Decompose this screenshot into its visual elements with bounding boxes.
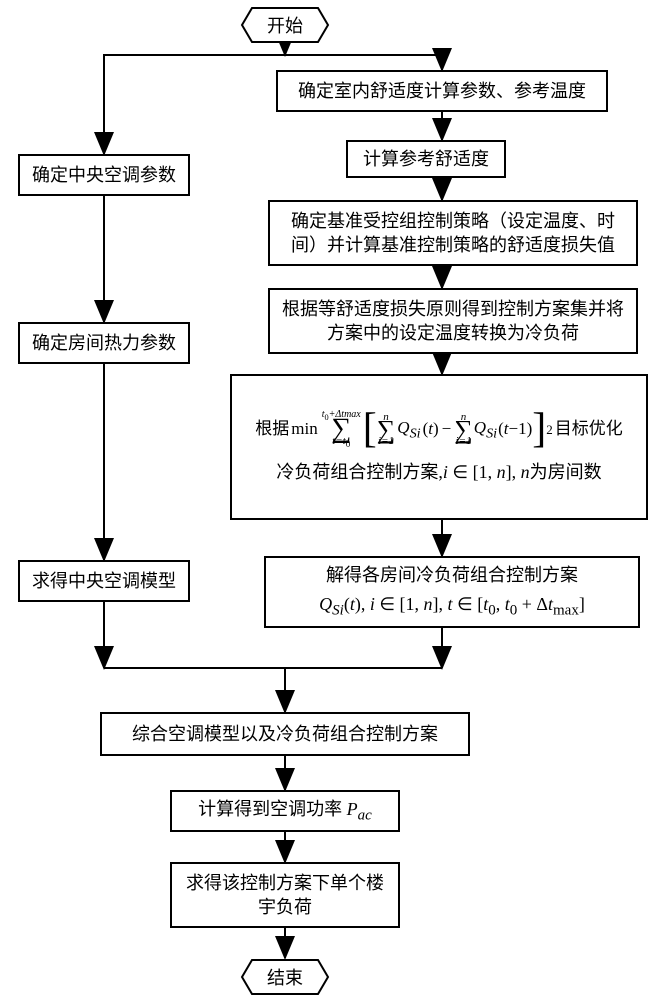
r5-prefix: 根据	[255, 418, 289, 441]
label: 根据等舒适度损失原则得到控制方案集并将方案中的设定温度转换为冷负荷	[278, 297, 628, 346]
node-comfort-params: 确定室内舒适度计算参数、参考温度	[276, 70, 608, 112]
node-optimize-objective: 根据 min t0+Δtmax ∑ t=t0 [ n ∑ i=1 QSi(t) …	[230, 374, 648, 520]
node-combine-model: 综合空调模型以及冷负荷组合控制方案	[100, 712, 470, 756]
node-equal-comfort-loss: 根据等舒适度损失原则得到控制方案集并将方案中的设定温度转换为冷负荷	[268, 288, 638, 354]
node-room-thermal: 确定房间热力参数	[18, 322, 190, 364]
node-calc-comfort: 计算参考舒适度	[346, 140, 506, 178]
node-ac-model: 求得中央空调模型	[18, 560, 190, 602]
label: 确定中央空调参数	[32, 163, 176, 187]
label: 计算得到空调功率 Pac	[198, 797, 372, 826]
r5-suffix: 目标优化	[555, 418, 623, 441]
node-solve-cooling-load: 解得各房间冷负荷组合控制方案 QSi(t), i ∈ [1, n], t ∈ […	[264, 556, 640, 628]
node-baseline-strategy: 确定基准受控组控制策略（设定温度、时间）并计算基准控制策略的舒适度损失值	[268, 200, 638, 266]
node-calc-power: 计算得到空调功率 Pac	[170, 790, 400, 832]
label: 确定基准受控组控制策略（设定温度、时间）并计算基准控制策略的舒适度损失值	[278, 209, 628, 258]
label: 综合空调模型以及冷负荷组合控制方案	[132, 722, 438, 746]
node-building-load: 求得该控制方案下单个楼宇负荷	[170, 862, 400, 928]
label: 计算参考舒适度	[363, 147, 489, 171]
r6-line1: 解得各房间冷负荷组合控制方案	[326, 563, 578, 587]
end-label: 结束	[240, 958, 330, 996]
start-label: 开始	[240, 6, 330, 44]
label: 求得该控制方案下单个楼宇负荷	[180, 871, 390, 920]
end-terminator: 结束	[240, 958, 330, 1001]
label: 确定室内舒适度计算参数、参考温度	[298, 79, 586, 103]
start-terminator: 开始	[240, 6, 330, 49]
r5-line1: 根据 min t0+Δtmax ∑ t=t0 [ n ∑ i=1 QSi(t) …	[255, 410, 623, 450]
label: 求得中央空调模型	[32, 569, 176, 593]
r6-math: QSi(t), i ∈ [1, n], t ∈ [t0, t0 + Δtmax]	[319, 592, 585, 621]
node-ac-params: 确定中央空调参数	[18, 154, 190, 196]
label: 确定房间热力参数	[32, 331, 176, 355]
r5-line2: 冷负荷组合控制方案,i ∈ [1, n], n为房间数	[276, 460, 601, 484]
